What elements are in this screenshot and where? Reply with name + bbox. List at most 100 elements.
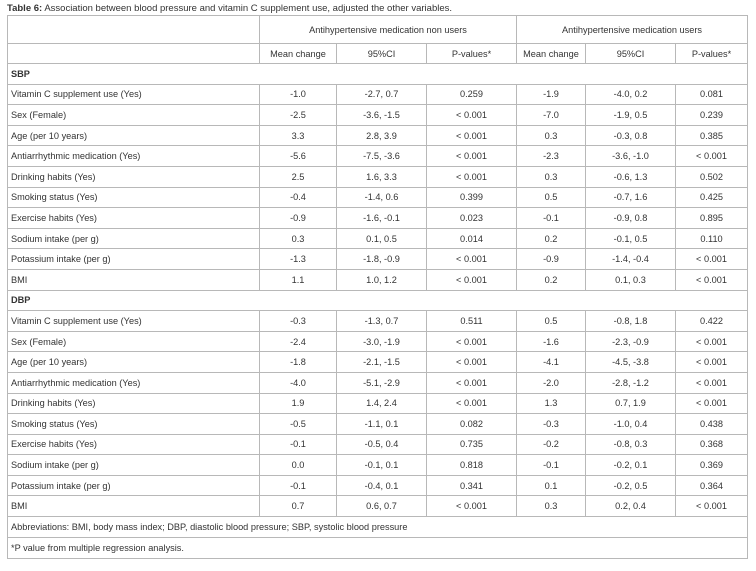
data-cell: -0.3	[516, 413, 586, 435]
data-cell: 0.1	[516, 474, 586, 497]
table-row: Drinking habits (Yes) 1.9 1.4, 2.4 < 0.001 1…	[7, 392, 749, 415]
data-cell: -1.1, 0.1	[336, 413, 427, 435]
data-cell: < 0.001	[426, 330, 517, 353]
data-cell: < 0.001	[674, 248, 749, 270]
row-label: Exercise habits (Yes)	[7, 207, 260, 229]
data-cell: < 0.001	[674, 351, 749, 373]
data-cell: 0.385	[674, 124, 749, 147]
column-header-95ci: 95%CI	[336, 43, 427, 64]
data-cell: -1.4, 0.6	[336, 186, 427, 209]
column-header-95ci: 95%CI	[585, 43, 676, 64]
data-cell: -2.7, 0.7	[336, 83, 427, 106]
row-label: BMI	[7, 268, 260, 291]
data-cell: -0.8, 0.3	[585, 433, 676, 456]
group-header-non-users: Antihypertensive medication non users	[259, 15, 517, 44]
data-cell: -0.4, 0.1	[336, 474, 427, 497]
data-cell: < 0.001	[426, 392, 517, 415]
row-label: Sex (Female)	[7, 104, 260, 126]
data-cell: < 0.001	[426, 268, 517, 291]
data-cell: 1.4, 2.4	[336, 392, 427, 415]
row-label: Vitamin C supplement use (Yes)	[7, 83, 260, 106]
data-cell: 0.895	[674, 207, 749, 229]
data-cell: -2.3	[516, 145, 586, 167]
data-cell: 1.1	[259, 268, 337, 291]
section-title: SBP	[6, 63, 749, 85]
data-cell: -1.6	[516, 330, 586, 353]
row-label: Drinking habits (Yes)	[7, 165, 260, 188]
row-label: BMI	[7, 495, 260, 518]
data-cell: < 0.001	[426, 124, 517, 147]
table-row: Antiarrhythmic medication (Yes) -4.0 -5.1,…	[7, 371, 749, 394]
data-cell: -1.4, -0.4	[585, 248, 676, 270]
data-cell: -7.0	[516, 104, 586, 126]
data-cell: 1.3	[516, 392, 586, 415]
column-header-p-values: P-values*	[674, 43, 749, 64]
row-label: Antiarrhythmic medication (Yes)	[7, 371, 260, 394]
row-label: Sex (Female)	[7, 330, 260, 353]
data-cell: 0.818	[426, 454, 517, 476]
data-cell: -0.2, 0.5	[585, 474, 676, 497]
data-cell: < 0.001	[426, 371, 517, 394]
data-cell: 0.341	[426, 474, 517, 497]
data-cell: < 0.001	[426, 248, 517, 270]
data-cell: -2.0	[516, 371, 586, 394]
data-cell: 0.5	[516, 186, 586, 209]
header-empty-cell	[7, 15, 260, 44]
data-cell: 0.422	[674, 310, 749, 332]
row-label: Antiarrhythmic medication (Yes)	[7, 145, 260, 167]
table-row: Age (per 10 years) 3.3 2.8, 3.9 < 0.001 0.3-…	[7, 124, 749, 147]
data-cell: < 0.001	[426, 145, 517, 167]
data-cell: 0.425	[674, 186, 749, 209]
column-header-p-values: P-values*	[426, 43, 517, 64]
row-label: Sodium intake (per g)	[7, 454, 260, 476]
data-cell: 0.081	[674, 83, 749, 106]
data-cell: 0.7	[259, 495, 337, 518]
table-row: Sodium intake (per g) 0.0 -0.1, 0.1 0.818 -0…	[7, 454, 749, 476]
data-cell: -0.1	[259, 474, 337, 497]
data-cell: 0.1, 0.5	[336, 227, 427, 250]
table-row: BMI 1.1 1.0, 1.2 < 0.001 0.2 0.1, 0.3 < 0.001	[7, 268, 749, 291]
data-cell: -7.5, -3.6	[336, 145, 427, 167]
data-cell: -2.3, -0.9	[585, 330, 676, 353]
data-cell: -0.1, 0.5	[585, 227, 676, 250]
data-cell: -0.9, 0.8	[585, 207, 676, 229]
table-row: Vitamin C supplement use (Yes) -1.0 -2.7, …	[7, 83, 749, 106]
data-cell: 0.239	[674, 104, 749, 126]
section-header-row: SBP	[6, 63, 749, 85]
data-cell: -0.6, 1.3	[585, 165, 676, 188]
data-cell: 0.399	[426, 186, 517, 209]
table-row: Age (per 10 years) -1.8 -2.1, -1.5 < 0.001-…	[7, 351, 749, 373]
data-cell: -0.3	[259, 310, 337, 332]
row-label: Smoking status (Yes)	[7, 413, 260, 435]
results-table: Antihypertensive medication non users An…	[6, 15, 749, 560]
data-cell: -1.8, -0.9	[336, 248, 427, 270]
table-row: Smoking status (Yes) -0.5 -1.1, 0.1 0.082 -0…	[7, 413, 749, 435]
column-header-row: Mean change 95%CI P-values* Mean change …	[7, 43, 749, 64]
data-cell: 0.5	[516, 310, 586, 332]
data-cell: 0.502	[674, 165, 749, 188]
data-cell: 1.9	[259, 392, 337, 415]
data-cell: 0.082	[426, 413, 517, 435]
section-title: DBP	[6, 289, 749, 312]
row-label: Smoking status (Yes)	[7, 186, 260, 209]
data-cell: < 0.001	[426, 495, 517, 518]
data-cell: 0.0	[259, 454, 337, 476]
data-cell: -1.6, -0.1	[336, 207, 427, 229]
data-cell: 0.014	[426, 227, 517, 250]
caption-text: Association between blood pressure and v…	[44, 3, 453, 14]
data-cell: 0.2	[516, 227, 586, 250]
data-cell: 0.023	[426, 207, 517, 229]
data-cell: 2.8, 3.9	[336, 124, 427, 147]
data-cell: -4.0	[259, 371, 337, 394]
data-cell: 2.5	[259, 165, 337, 188]
data-cell: 1.0, 1.2	[336, 268, 427, 291]
data-cell: 0.364	[674, 474, 749, 497]
caption-label: Table 6:	[7, 3, 43, 14]
data-cell: -0.1, 0.1	[336, 454, 427, 476]
data-cell: -0.8, 1.8	[585, 310, 676, 332]
data-cell: -1.9	[516, 83, 586, 106]
data-cell: -0.2	[516, 433, 586, 456]
data-cell: < 0.001	[426, 165, 517, 188]
data-cell: -0.2, 0.1	[585, 454, 676, 476]
footnote: *P value from multiple regression analys…	[6, 537, 749, 560]
